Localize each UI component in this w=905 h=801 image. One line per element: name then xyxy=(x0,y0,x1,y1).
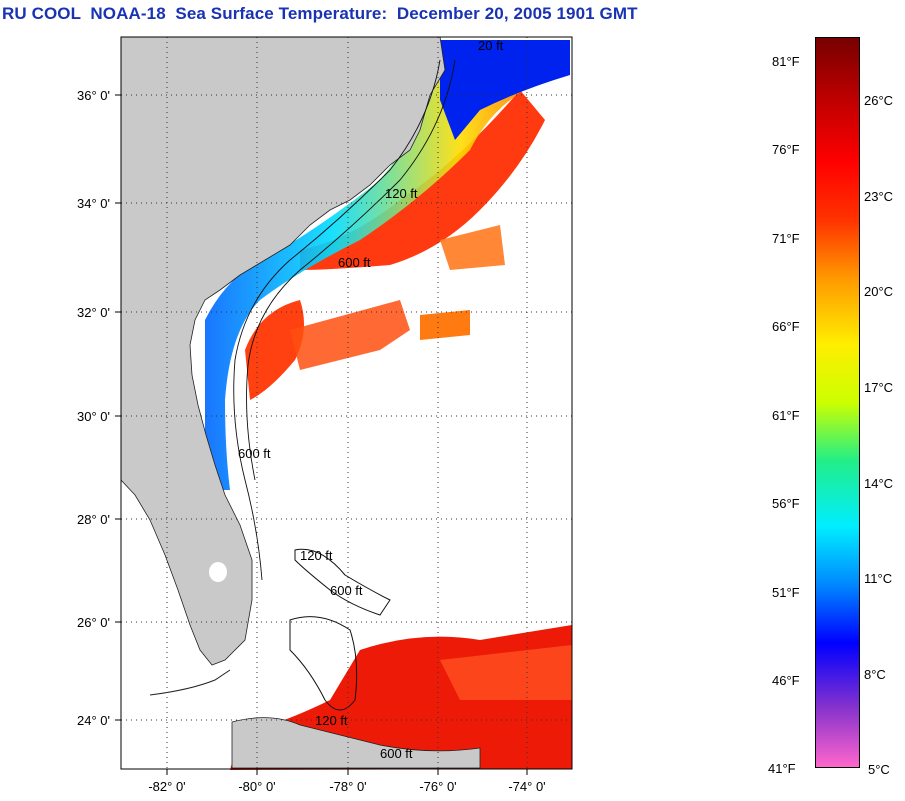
colorbar-c-label-8: 8°C xyxy=(864,667,886,682)
axis-ticks xyxy=(115,94,528,775)
contour-label-6: 600 ft xyxy=(330,583,363,598)
colorbar-c-label-14: 14°C xyxy=(864,476,894,491)
isobath-contour xyxy=(233,59,441,581)
lat-label-36: 36° 0' xyxy=(77,88,110,103)
contour-label-1: 20 ft xyxy=(478,38,504,53)
colorbar-f-label-71: 71°F xyxy=(772,231,800,246)
lat-label-30: 30° 0' xyxy=(77,409,110,424)
contour-label-8: 600 ft xyxy=(380,746,413,761)
offshore-warm-patch-2 xyxy=(290,300,410,370)
graticule xyxy=(121,37,572,769)
lat-label-32: 32° 0' xyxy=(77,305,110,320)
southern-warm-waters-2 xyxy=(440,645,572,700)
isobath-contour-2 xyxy=(246,59,456,481)
coastal-sst-band xyxy=(205,40,570,490)
contour-label-3: 600 ft xyxy=(338,255,371,270)
contour-label-2: 120 ft xyxy=(385,186,418,201)
colorbar-f-label-61: 61°F xyxy=(772,408,800,423)
colorbar-c-label-17: 17°C xyxy=(864,380,894,395)
offshore-warm-patch-4 xyxy=(440,225,505,270)
offshore-warm-patch xyxy=(245,300,304,400)
lat-label-28: 28° 0' xyxy=(77,512,110,527)
lon-label-82: -82° 0' xyxy=(148,779,185,794)
lon-label-74: -74° 0' xyxy=(508,779,545,794)
colorbar-f-label-81: 81°F xyxy=(772,54,800,69)
colorbar-c-label-5: 5°C xyxy=(868,762,890,777)
temperature-colorbar xyxy=(815,37,860,768)
land-mass xyxy=(120,36,446,666)
colorbar-c-label-20: 20°C xyxy=(864,284,894,299)
northern-cold-water xyxy=(440,40,570,140)
gulf-stream-band xyxy=(300,90,545,270)
lon-label-80: -80° 0' xyxy=(238,779,275,794)
colorbar-f-label-66: 66°F xyxy=(772,319,800,334)
contour-label-5: 120 ft xyxy=(300,548,333,563)
lon-label-78: -78° 0' xyxy=(329,779,366,794)
colorbar-c-label-11: 11°C xyxy=(864,571,893,586)
bahamas-outline-2 xyxy=(289,616,358,711)
colorbar-f-label-46: 46°F xyxy=(772,673,800,688)
colorbar-f-label-51: 51°F xyxy=(772,585,800,600)
offshore-warm-patch-3 xyxy=(420,310,470,340)
florida-keys xyxy=(149,669,231,696)
colorbar-f-label-41: 41°F xyxy=(768,761,796,776)
lat-label-24: 24° 0' xyxy=(77,713,110,728)
lat-label-26: 26° 0' xyxy=(77,615,110,630)
lon-label-76: -76° 0' xyxy=(419,779,456,794)
contour-label-4: 600 ft xyxy=(238,446,271,461)
colorbar-c-label-26: 26°C xyxy=(864,93,894,108)
lat-label-34: 34° 0' xyxy=(77,196,110,211)
bahamas-outline-1 xyxy=(294,548,391,616)
colorbar-f-label-56: 56°F xyxy=(772,496,800,511)
map-title: RU COOL NOAA-18 Sea Surface Temperature:… xyxy=(2,4,638,23)
colorbar-f-label-76: 76°F xyxy=(772,142,800,157)
colorbar-c-label-23: 23°C xyxy=(864,189,894,204)
lake-okeechobee xyxy=(209,562,227,582)
cuba-outline xyxy=(231,717,481,769)
